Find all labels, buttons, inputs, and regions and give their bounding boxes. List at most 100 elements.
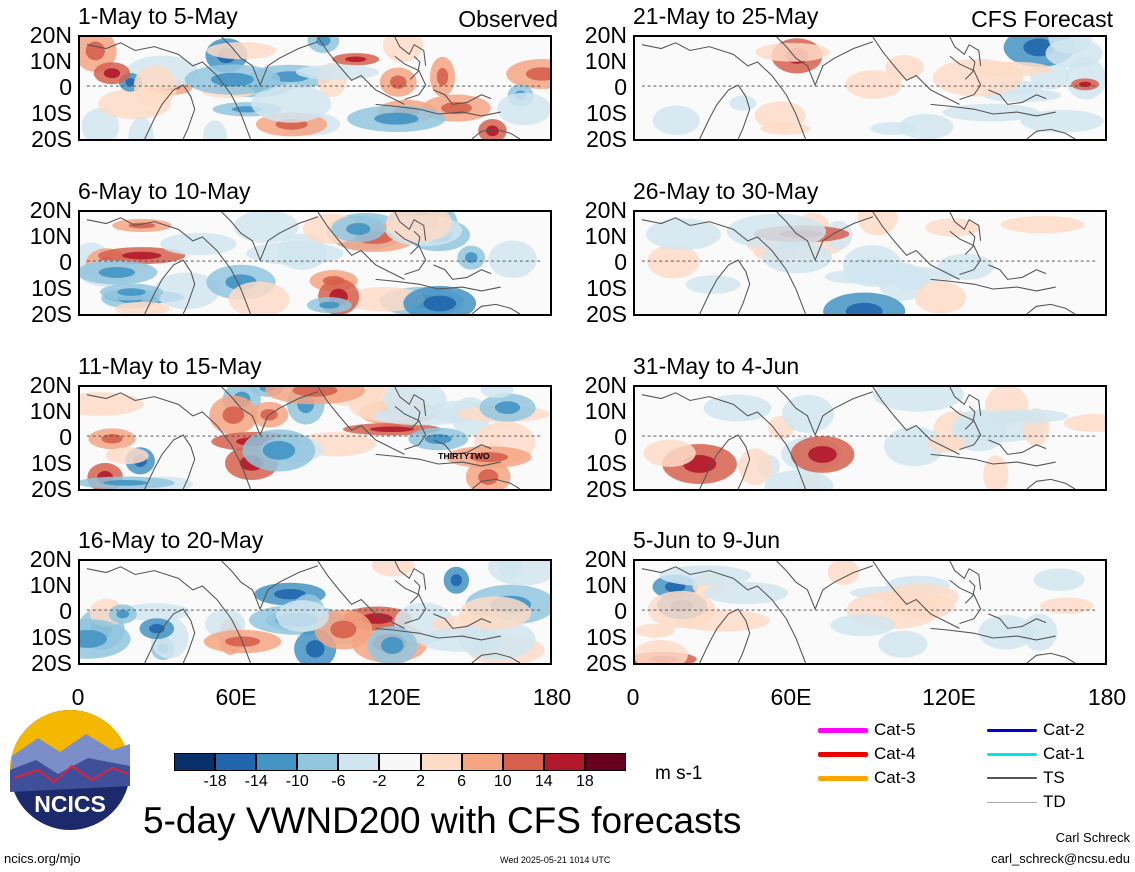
- anomaly-core: [210, 72, 254, 87]
- anomaly-core: [485, 125, 499, 137]
- anomaly-core: [494, 401, 521, 414]
- lat-label: 20S: [31, 650, 72, 676]
- coastline: [471, 478, 521, 489]
- colorbar-swatch: [543, 753, 585, 771]
- anomaly-blob: [983, 455, 1009, 489]
- lat-label: 20S: [31, 301, 72, 327]
- coastline: [394, 55, 427, 101]
- legend-label: TS: [1043, 768, 1065, 787]
- lat-label: 0: [59, 598, 72, 624]
- panel-source-label-p1: Observed: [458, 6, 558, 32]
- footer-timestamp: Wed 2025-05-21 1014 UTC: [500, 855, 611, 865]
- anomaly-blob: [754, 101, 806, 130]
- coastline: [221, 212, 319, 262]
- anomaly-core: [369, 426, 415, 433]
- anomaly-blob: [133, 65, 178, 107]
- anomaly-core: [305, 640, 325, 658]
- panel-title-p1: 1-May to 5-May: [78, 3, 238, 29]
- legend-label: Cat-2: [1043, 720, 1085, 739]
- coastline: [776, 387, 874, 437]
- coastline: [988, 89, 1047, 105]
- coastline: [930, 627, 1056, 641]
- lat-label: 20N: [584, 197, 627, 223]
- coastline: [949, 561, 982, 590]
- footer-author: Carl Schreck: [1055, 830, 1130, 845]
- legend-label: Cat-5: [874, 720, 916, 739]
- lat-label: 10S: [586, 100, 627, 126]
- anomaly-blob: [1021, 613, 1058, 651]
- coastline: [988, 439, 1047, 455]
- logo-hills: [10, 758, 130, 792]
- anomaly-core: [381, 636, 404, 655]
- lat-label: 20S: [586, 476, 627, 502]
- colorbar-tick-label: 14: [534, 773, 553, 790]
- colorbar-swatch: [379, 753, 421, 771]
- coastline: [949, 579, 982, 625]
- anomaly-blob: [932, 58, 1024, 97]
- anomaly-blob: [202, 120, 227, 139]
- footer-email[interactable]: carl_schreck@ncsu.edu: [991, 851, 1130, 866]
- legend-swatch-cat-2: [987, 728, 1037, 732]
- anomaly-core: [450, 574, 463, 587]
- lon-label: 120E: [367, 684, 421, 710]
- lat-label: 10N: [29, 48, 72, 74]
- lat-label: 10N: [29, 572, 72, 598]
- footer-url[interactable]: ncics.org/mjo: [4, 851, 81, 866]
- colorbar-swatch: [174, 753, 216, 771]
- anomaly-blob: [872, 387, 964, 412]
- coastline: [409, 579, 421, 604]
- anomaly-blob: [643, 439, 696, 467]
- lon-label: 120E: [922, 684, 976, 710]
- anomaly-core: [85, 41, 105, 61]
- anomaly-core: [98, 266, 136, 278]
- legend-label: Cat-1: [1043, 744, 1085, 763]
- coastline: [949, 37, 982, 66]
- anomaly-blob: [81, 107, 120, 139]
- coastline: [872, 212, 960, 280]
- coastline: [930, 453, 1056, 467]
- coastline: [776, 212, 874, 262]
- anomaly-core: [292, 387, 338, 397]
- colorbar-tick-label: 6: [457, 773, 467, 790]
- anomaly-core: [116, 609, 130, 619]
- anomaly-blob: [738, 448, 773, 486]
- anomaly-core: [80, 629, 107, 648]
- coastline: [221, 561, 319, 611]
- anomaly-core: [808, 446, 837, 463]
- colorbar-tick-label: 18: [576, 773, 594, 790]
- lat-label: 20N: [584, 372, 627, 398]
- anomaly-blob: [925, 218, 981, 237]
- anomaly-blob: [154, 272, 220, 310]
- anomaly-blob: [845, 70, 903, 99]
- lat-label: 20N: [29, 372, 72, 398]
- anomaly-blob: [1039, 597, 1094, 614]
- lat-label: 20S: [586, 650, 627, 676]
- coastline: [872, 387, 960, 455]
- lat-label: 20N: [584, 22, 627, 48]
- coastline: [317, 387, 405, 455]
- anomaly-blob: [729, 95, 757, 111]
- anomaly-blob: [458, 619, 536, 661]
- coastline: [699, 259, 751, 314]
- anomaly-blob: [233, 212, 299, 244]
- coastline: [317, 212, 405, 280]
- coastline: [433, 89, 492, 105]
- coastline: [699, 608, 751, 663]
- panel-title-p2: 6-May to 10-May: [78, 178, 251, 204]
- anomaly-core: [423, 295, 457, 312]
- anomaly-blob: [937, 253, 994, 280]
- coastline: [1026, 128, 1076, 139]
- lon-label: 0: [71, 684, 85, 710]
- anomaly-core: [478, 469, 499, 485]
- lat-label: 20N: [29, 22, 72, 48]
- anomaly-core: [273, 589, 307, 600]
- coastline: [930, 278, 1056, 292]
- anomaly-blob: [878, 630, 928, 658]
- anomaly-blob: [1020, 109, 1104, 133]
- coastline: [988, 613, 1047, 629]
- colorbar-swatch: [461, 753, 503, 771]
- lat-label: 10N: [29, 223, 72, 249]
- lat-label: 0: [614, 598, 627, 624]
- coastline: [86, 566, 252, 663]
- coastline: [394, 387, 427, 416]
